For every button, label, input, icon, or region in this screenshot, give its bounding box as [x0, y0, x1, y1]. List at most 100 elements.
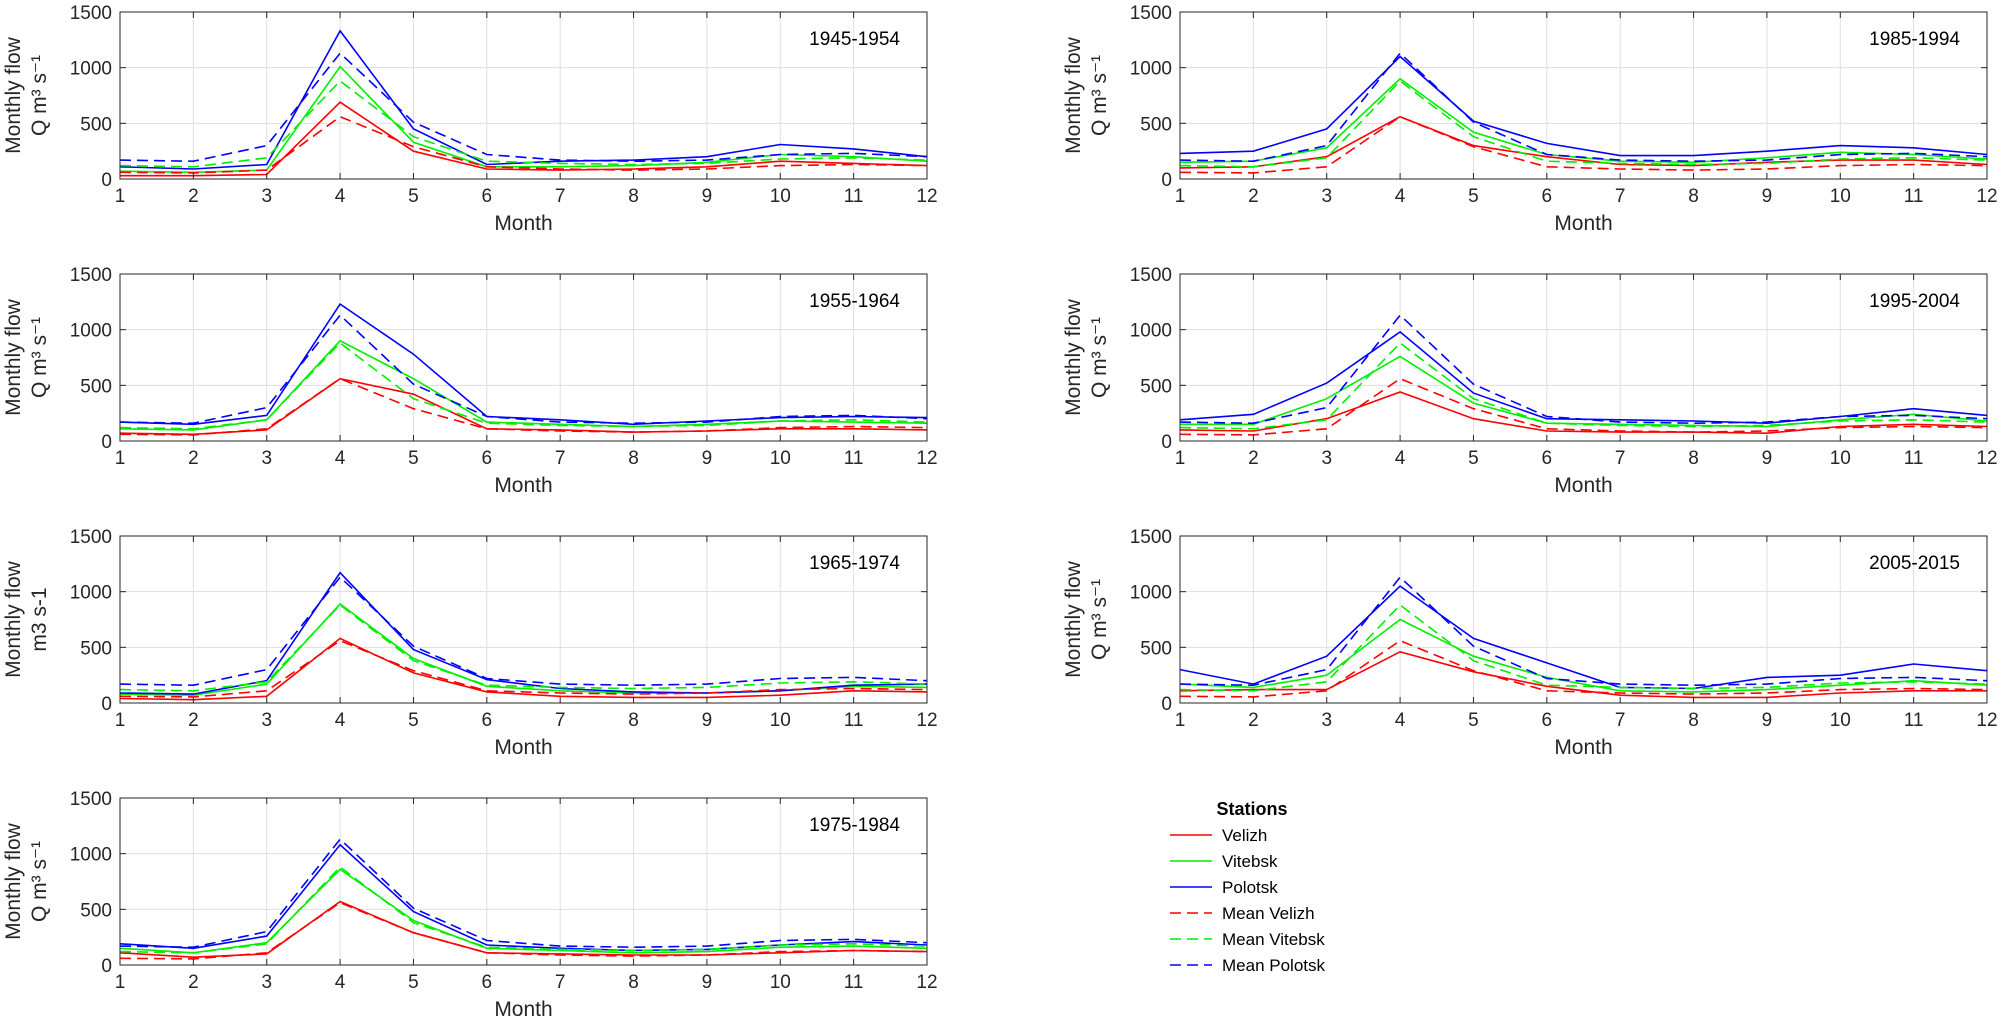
- y-tick-label: 1500: [70, 3, 112, 24]
- legend-item-mean-vitebsk: Mean Vitebsk: [1170, 930, 1325, 949]
- x-tick-label: 6: [482, 972, 493, 993]
- x-tick-label: 7: [1615, 710, 1626, 731]
- panel-1945-1954: 1 2 3 4 5 6 7 8 9 10 11 12050010001500MonthMonthly …: [2, 3, 938, 235]
- x-tick-label: 4: [335, 186, 346, 207]
- x-tick-label: 8: [1688, 448, 1699, 469]
- y-tick-label: 1500: [1130, 527, 1172, 548]
- x-tick-label: 3: [1321, 448, 1332, 469]
- y-axis-label-line2: Q m³ s⁻¹: [28, 55, 51, 136]
- x-tick-label: 9: [702, 972, 713, 993]
- y-tick-label: 500: [1140, 638, 1172, 659]
- legend-title: Stations: [1216, 799, 1287, 819]
- series-line-mean-polotsk: [119, 314, 928, 425]
- x-tick-label: 12: [916, 710, 937, 731]
- axes-box: [119, 535, 928, 704]
- x-tick-label: 7: [555, 448, 566, 469]
- x-tick-label: 5: [1468, 186, 1479, 207]
- x-tick-label: 3: [261, 972, 272, 993]
- y-tick-label: 500: [1140, 376, 1172, 397]
- y-tick-label: 500: [80, 638, 112, 659]
- y-axis-label-line1: Monthly flow: [2, 822, 25, 940]
- x-tick-label: 8: [628, 448, 639, 469]
- x-tick-label: 10: [770, 972, 791, 993]
- x-axis-label: Month: [1554, 736, 1612, 759]
- period-label: 2005-2015: [1869, 553, 1960, 574]
- x-tick-label: 5: [408, 448, 419, 469]
- period-label: 1975-1984: [809, 815, 900, 836]
- y-axis-label-line1: Monthly flow: [2, 560, 25, 678]
- y-tick-label: 0: [1161, 694, 1172, 715]
- x-axis-label: Month: [494, 736, 552, 759]
- axes-box: [1179, 535, 1988, 704]
- y-tick-label: 1000: [70, 583, 112, 604]
- series-line-velizh: [1179, 115, 1988, 169]
- x-tick-label: 1: [115, 448, 126, 469]
- series-line-mean-velizh: [1179, 377, 1988, 436]
- x-tick-label: 12: [916, 186, 937, 207]
- legend-item-velizh: Velizh: [1170, 826, 1267, 845]
- x-tick-label: 8: [628, 710, 639, 731]
- legend-label: Mean Vitebsk: [1222, 930, 1325, 949]
- x-tick-label: 11: [844, 710, 864, 731]
- legend-item-mean-velizh: Mean Velizh: [1170, 904, 1315, 923]
- y-tick-label: 1000: [70, 845, 112, 866]
- plot-area: [1180, 12, 1987, 179]
- period-label: 1995-2004: [1869, 291, 1960, 312]
- x-tick-label: 1: [115, 186, 126, 207]
- x-axis-label: Month: [494, 474, 552, 497]
- series-line-mean-velizh: [119, 377, 928, 436]
- axes-box: [119, 797, 928, 966]
- panel-2005-2015: 1 2 3 4 5 6 7 8 9 10 11 12050010001500MonthMonthly …: [1062, 527, 1998, 759]
- legend-label: Mean Polotsk: [1222, 956, 1325, 975]
- series-line-mean-polotsk: [119, 838, 928, 949]
- y-axis-label-line2: Q m³ s⁻¹: [1088, 579, 1111, 660]
- y-tick-label: 1500: [70, 789, 112, 810]
- legend-item-polotsk: Polotsk: [1170, 878, 1278, 897]
- legend-label: Velizh: [1222, 826, 1267, 845]
- x-tick-label: 3: [1321, 710, 1332, 731]
- series-line-polotsk: [119, 571, 928, 695]
- x-tick-label: 2: [1248, 448, 1259, 469]
- x-tick-label: 8: [1688, 186, 1699, 207]
- y-axis-label-line2: Q m³ s⁻¹: [1088, 55, 1111, 136]
- y-tick-label: 500: [80, 376, 112, 397]
- x-tick-label: 4: [1395, 448, 1406, 469]
- axes-box: [1179, 273, 1988, 442]
- x-tick-label: 10: [1830, 186, 1851, 207]
- series-line-mean-vitebsk: [1179, 79, 1988, 168]
- x-tick-label: 11: [1904, 710, 1924, 731]
- x-tick-label: 12: [1976, 186, 1997, 207]
- x-axis-label: Month: [494, 212, 552, 235]
- x-tick-label: 6: [1542, 186, 1553, 207]
- y-tick-label: 1000: [1130, 321, 1172, 342]
- y-tick-label: 1000: [70, 59, 112, 80]
- y-axis-label-line2: Q m³ s⁻¹: [28, 317, 51, 398]
- x-tick-label: 12: [1976, 710, 1997, 731]
- y-axis-label-line1: Monthly flow: [1062, 560, 1085, 678]
- y-tick-label: 0: [1161, 432, 1172, 453]
- x-tick-label: 5: [1468, 448, 1479, 469]
- y-tick-label: 500: [1140, 114, 1172, 135]
- series-line-mean-velizh: [119, 901, 928, 960]
- series-line-mean-polotsk: [119, 576, 928, 687]
- x-tick-label: 1: [1175, 448, 1186, 469]
- x-tick-label: 12: [916, 448, 937, 469]
- series-line-polotsk: [1179, 585, 1988, 690]
- x-tick-label: 2: [1248, 710, 1259, 731]
- y-axis-label-line1: Monthly flow: [1062, 298, 1085, 416]
- series-line-mean-velizh: [1179, 639, 1988, 698]
- y-axis-label-line1: Monthly flow: [2, 36, 25, 154]
- series-line-mean-vitebsk: [119, 603, 928, 692]
- axes-box: [1179, 11, 1988, 180]
- series-line-velizh: [1179, 391, 1988, 435]
- x-axis-label: Month: [494, 998, 552, 1021]
- x-tick-label: 2: [188, 710, 199, 731]
- x-tick-label: 5: [1468, 710, 1479, 731]
- y-tick-label: 0: [101, 694, 112, 715]
- x-tick-label: 6: [1542, 448, 1553, 469]
- y-tick-label: 1000: [1130, 583, 1172, 604]
- panel-1985-1994: 1 2 3 4 5 6 7 8 9 10 11 12050010001500MonthMonthly …: [1062, 3, 1998, 235]
- series-line-vitebsk: [119, 868, 928, 954]
- series-line-mean-vitebsk: [1179, 603, 1988, 692]
- plot-area: [120, 12, 927, 179]
